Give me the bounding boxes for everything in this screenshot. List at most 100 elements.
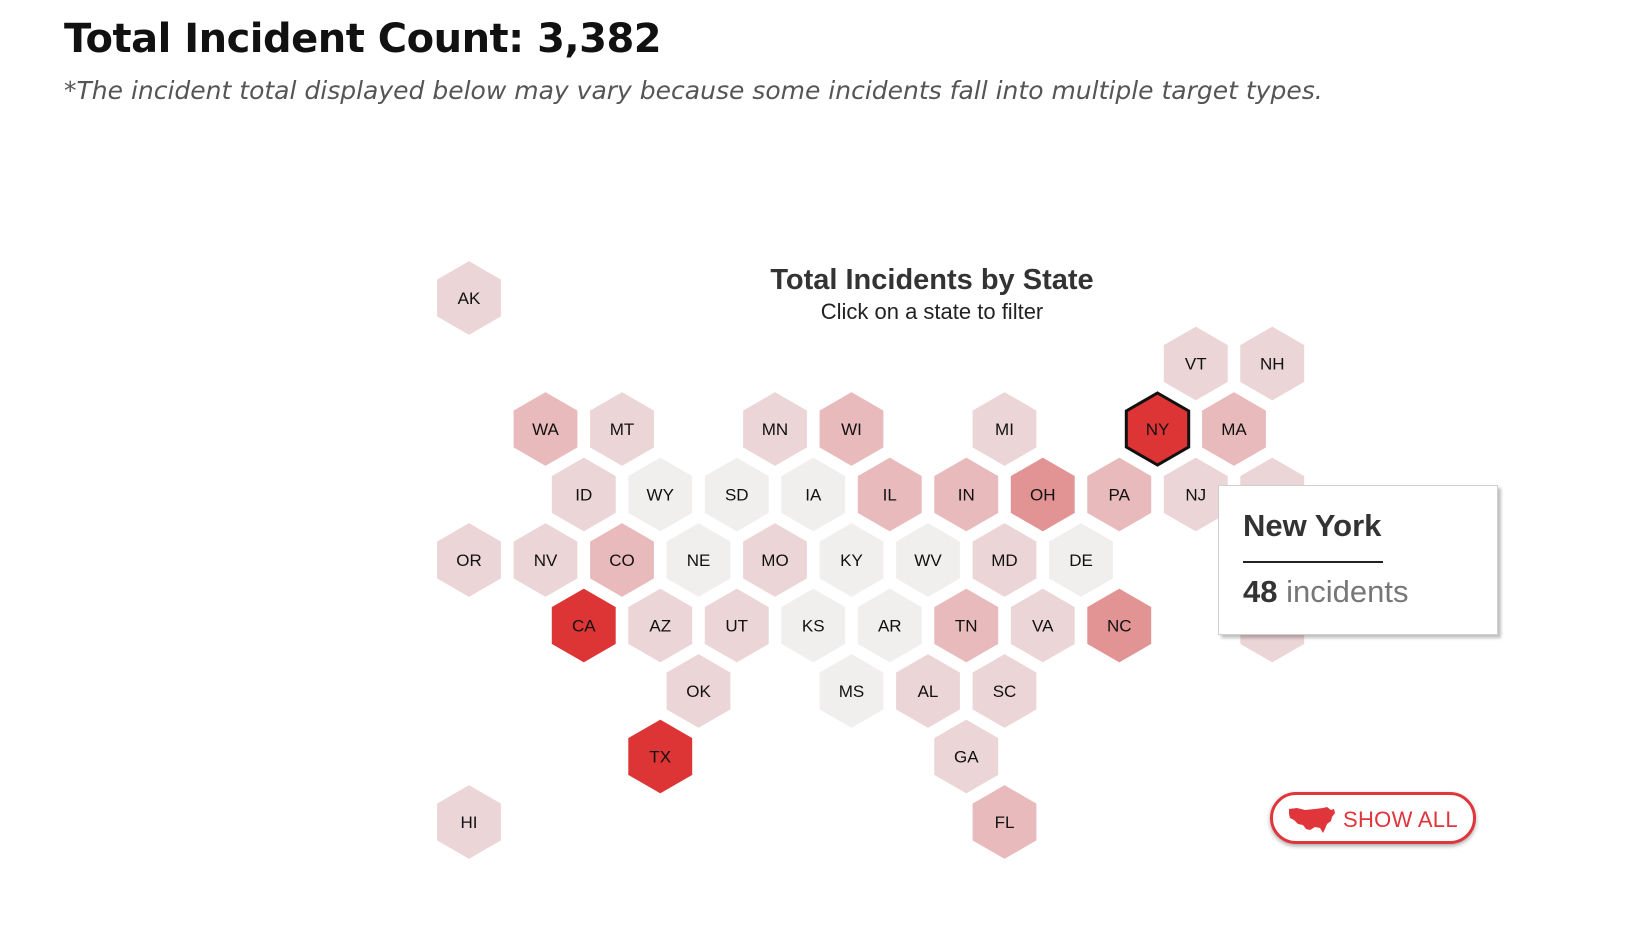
map-title: Total Incidents by State bbox=[770, 264, 1093, 296]
state-hex-shape bbox=[1200, 389, 1268, 469]
incident-total-note: *The incident total displayed below may … bbox=[64, 76, 1323, 105]
state-hex-ok[interactable]: OK bbox=[664, 651, 733, 731]
state-hex-ky[interactable]: KY bbox=[817, 520, 886, 600]
state-hex-tx[interactable]: TX bbox=[626, 717, 695, 796]
state-hex-de[interactable]: DE bbox=[1047, 520, 1115, 600]
state-hex-sd[interactable]: SD bbox=[702, 455, 771, 534]
map-subtitle: Click on a state to filter bbox=[821, 299, 1044, 324]
state-hex-shape bbox=[664, 651, 733, 731]
state-hex-shape bbox=[932, 455, 1001, 534]
state-hex-shape bbox=[1124, 391, 1191, 467]
state-hex-wi[interactable]: WI bbox=[817, 389, 886, 469]
state-hex-shape bbox=[626, 717, 695, 796]
tooltip-count: 48 bbox=[1243, 574, 1278, 609]
state-hex-nc[interactable]: NC bbox=[1085, 586, 1154, 665]
state-hex-az[interactable]: AZ bbox=[626, 586, 695, 665]
state-hex-or[interactable]: OR bbox=[435, 520, 503, 600]
state-hex-shape bbox=[664, 520, 733, 600]
state-hex-shape bbox=[435, 782, 503, 862]
state-hex-shape bbox=[702, 455, 771, 534]
state-hex-shape bbox=[779, 586, 848, 665]
state-hex-mn[interactable]: MN bbox=[741, 389, 809, 469]
state-hex-ks[interactable]: KS bbox=[779, 586, 848, 665]
state-hex-shape bbox=[970, 651, 1039, 731]
state-hex-shape bbox=[435, 520, 503, 600]
state-hex-ne[interactable]: NE bbox=[664, 520, 733, 600]
state-hex-shape bbox=[549, 586, 618, 665]
state-hex-shape bbox=[1085, 586, 1154, 665]
state-hex-mt[interactable]: MT bbox=[588, 389, 656, 469]
total-incident-count: Total Incident Count: 3,382 bbox=[64, 16, 662, 62]
state-hex-id[interactable]: ID bbox=[549, 455, 618, 534]
state-hex-shape bbox=[894, 520, 962, 600]
state-hex-shape bbox=[741, 520, 809, 600]
state-hex-shape bbox=[1085, 455, 1154, 534]
state-hex-md[interactable]: MD bbox=[970, 520, 1039, 600]
state-hex-shape bbox=[779, 455, 848, 534]
state-hex-nv[interactable]: NV bbox=[511, 520, 580, 600]
state-hex-ny[interactable]: NY bbox=[1124, 391, 1191, 467]
state-hex-ut[interactable]: UT bbox=[702, 586, 771, 665]
state-hex-ga[interactable]: GA bbox=[932, 717, 1001, 796]
state-hex-shape bbox=[435, 258, 503, 338]
state-hex-shape bbox=[626, 586, 695, 665]
state-hex-shape bbox=[511, 520, 580, 600]
state-hex-sc[interactable]: SC bbox=[970, 651, 1039, 731]
tooltip-divider bbox=[1243, 561, 1383, 563]
state-hex-shape bbox=[1047, 520, 1115, 600]
state-hex-il[interactable]: IL bbox=[855, 455, 924, 534]
state-hex-shape bbox=[588, 520, 656, 600]
state-hex-shape bbox=[702, 586, 771, 665]
show-all-label: SHOW ALL bbox=[1343, 807, 1458, 832]
tooltip-state-name: New York bbox=[1243, 508, 1382, 543]
state-hex-ak[interactable]: AK bbox=[435, 258, 503, 338]
state-hex-shape bbox=[1161, 455, 1230, 534]
state-hex-shape bbox=[894, 651, 962, 731]
state-hex-ar[interactable]: AR bbox=[855, 586, 924, 665]
show-all-button[interactable]: SHOW ALL bbox=[1270, 792, 1476, 844]
tooltip-unit: incidents bbox=[1286, 574, 1409, 609]
state-hex-ca[interactable]: CA bbox=[549, 586, 618, 665]
state-hex-in[interactable]: IN bbox=[932, 455, 1001, 534]
state-hex-ms[interactable]: MS bbox=[817, 651, 886, 731]
state-tooltip: New York 48 incidents bbox=[1218, 485, 1498, 635]
state-hex-shape bbox=[932, 717, 1001, 796]
state-hex-shape bbox=[626, 455, 695, 534]
state-hex-co[interactable]: CO bbox=[588, 520, 656, 600]
state-hex-shape bbox=[1008, 586, 1077, 665]
state-hex-hi[interactable]: HI bbox=[435, 782, 503, 862]
state-hex-al[interactable]: AL bbox=[894, 651, 962, 731]
state-hex-shape bbox=[817, 651, 886, 731]
state-hex-shape bbox=[741, 389, 809, 469]
state-hex-shape bbox=[1238, 324, 1307, 403]
state-hex-wy[interactable]: WY bbox=[626, 455, 695, 534]
state-hex-shape bbox=[1008, 455, 1077, 534]
state-hex-shape bbox=[855, 586, 924, 665]
state-hex-shape bbox=[1161, 324, 1230, 403]
state-hex-shape bbox=[970, 520, 1039, 600]
state-hex-shape bbox=[511, 389, 580, 469]
state-hex-va[interactable]: VA bbox=[1008, 586, 1077, 665]
state-hex-ma[interactable]: MA bbox=[1200, 389, 1268, 469]
state-hex-mo[interactable]: MO bbox=[741, 520, 809, 600]
state-hex-nh[interactable]: NH bbox=[1238, 324, 1307, 403]
state-hex-ia[interactable]: IA bbox=[779, 455, 848, 534]
state-hex-shape bbox=[817, 389, 886, 469]
state-hex-shape bbox=[855, 455, 924, 534]
state-hex-oh[interactable]: OH bbox=[1008, 455, 1077, 534]
state-hex-vt[interactable]: VT bbox=[1161, 324, 1230, 403]
state-hex-shape bbox=[932, 586, 1001, 665]
state-hex-tn[interactable]: TN bbox=[932, 586, 1001, 665]
state-hex-shape bbox=[588, 389, 656, 469]
state-hex-shape bbox=[970, 389, 1039, 469]
state-hex-wv[interactable]: WV bbox=[894, 520, 962, 600]
state-hex-fl[interactable]: FL bbox=[970, 782, 1039, 862]
state-hex-pa[interactable]: PA bbox=[1085, 455, 1154, 534]
us-map-icon bbox=[1289, 807, 1335, 833]
state-hex-shape bbox=[970, 782, 1039, 862]
tooltip-incidents: 48 incidents bbox=[1243, 574, 1408, 610]
state-hex-mi[interactable]: MI bbox=[970, 389, 1039, 469]
state-hex-wa[interactable]: WA bbox=[511, 389, 580, 469]
